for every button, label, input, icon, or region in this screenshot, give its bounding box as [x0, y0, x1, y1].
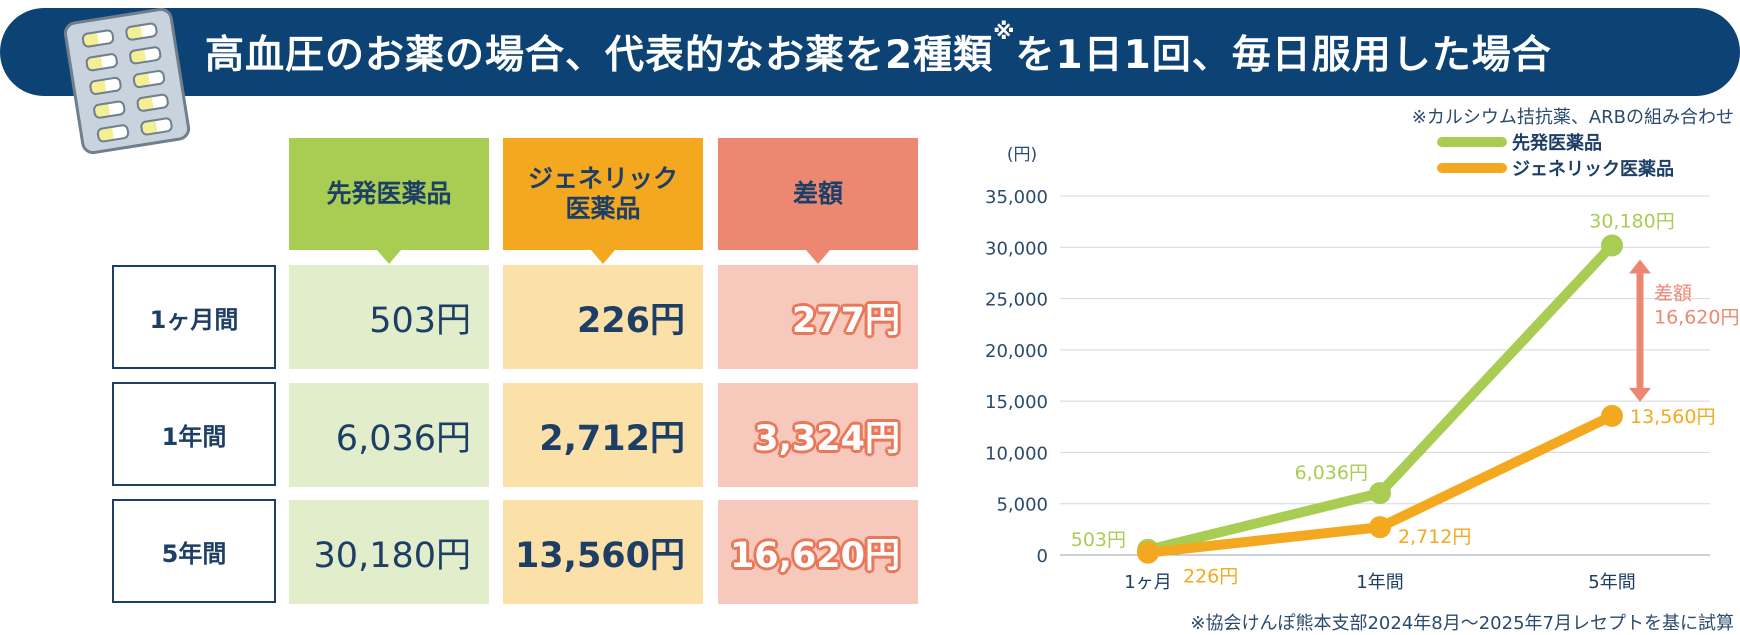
- row-label-1year: 1年間: [112, 382, 276, 486]
- row-label-5years: 5年間: [112, 499, 276, 603]
- x-tick-label: 1年間: [1356, 572, 1403, 593]
- cell-diff-1year: 3,324円: [718, 383, 918, 487]
- cell-diff-1month: 277円: [718, 265, 918, 369]
- header-difference-label: 差額: [792, 179, 843, 208]
- cell-generic-1month: 226円: [503, 265, 703, 369]
- data-point: [1369, 482, 1391, 505]
- title-tail: を1日1回、毎日服用した場合: [1015, 33, 1552, 78]
- x-tick-label: 1ヶ月: [1124, 572, 1171, 593]
- header-generic-drug: ジェネリック 医薬品: [503, 138, 703, 264]
- title-main: 高血圧のお薬の場合、代表的なお薬を2種類: [205, 33, 994, 78]
- cell-brand-1month: 503円: [289, 265, 489, 369]
- title-mark: ※: [993, 20, 1016, 45]
- cost-line-chart: 0 5,000 10,000 15,000 20,000 25,000 30,000 35,0…: [985, 132, 1739, 593]
- combination-note: ※カルシウム拮抗薬、ARBの組み合わせ: [1411, 107, 1734, 128]
- y-axis-unit-label: (円): [1007, 145, 1037, 165]
- data-label: 30,180円: [1589, 210, 1674, 232]
- data-label: 503円: [1071, 529, 1126, 551]
- data-label: 226円: [1183, 566, 1238, 588]
- cell-generic-1year: 2,712円: [503, 383, 703, 487]
- y-tick-label: 25,000: [985, 290, 1048, 311]
- cell-brand-1year: 6,036円: [289, 383, 489, 487]
- y-tick-label: 20,000: [985, 341, 1048, 362]
- y-tick-label: 35,000: [985, 187, 1048, 208]
- data-point: [1369, 516, 1391, 539]
- data-point: [1601, 404, 1623, 427]
- legend-label: 先発医薬品: [1512, 132, 1602, 154]
- header-difference: 差額: [718, 138, 918, 264]
- header-generic-line2: 医薬品: [565, 194, 641, 223]
- row-label-1month: 1ヶ月間: [112, 265, 276, 369]
- y-tick-label: 10,000: [985, 443, 1048, 464]
- cell-brand-5years: 30,180円: [289, 500, 489, 604]
- cell-diff-5years: 16,620円: [718, 500, 918, 604]
- data-label: 2,712円: [1398, 526, 1471, 548]
- source-note: ※協会けんぽ熊本支部2024年8月～2025年7月レセプトを基に試算: [1190, 613, 1734, 634]
- cell-generic-5years: 13,560円: [503, 500, 703, 604]
- y-tick-label: 0: [1037, 546, 1048, 567]
- data-label: 6,036円: [1295, 462, 1368, 484]
- y-tick-label: 5,000: [996, 495, 1048, 516]
- legend-label: ジェネリック医薬品: [1512, 159, 1674, 180]
- difference-arrow-head-up: [1629, 259, 1651, 274]
- header-generic-line1: ジェネリック: [527, 164, 678, 193]
- pill-pack-icon: [62, 6, 192, 156]
- header-brand-label: 先発医薬品: [326, 179, 452, 208]
- data-point: [1137, 541, 1159, 564]
- data-label: 13,560円: [1630, 406, 1715, 428]
- title-banner: [0, 8, 1740, 96]
- y-tick-label: 15,000: [985, 392, 1048, 413]
- difference-arrow-head-down: [1629, 387, 1651, 402]
- difference-annotation-label: 差額: [1654, 282, 1692, 304]
- header-brand-drug: 先発医薬品: [289, 138, 489, 264]
- page-title: 高血圧のお薬の場合、代表的なお薬を2種類※を1日1回、毎日服用した場合: [205, 20, 1552, 80]
- data-point: [1601, 234, 1623, 257]
- difference-annotation-value: 16,620円: [1654, 306, 1739, 328]
- x-tick-label: 5年間: [1588, 572, 1635, 593]
- y-tick-label: 30,000: [985, 238, 1048, 259]
